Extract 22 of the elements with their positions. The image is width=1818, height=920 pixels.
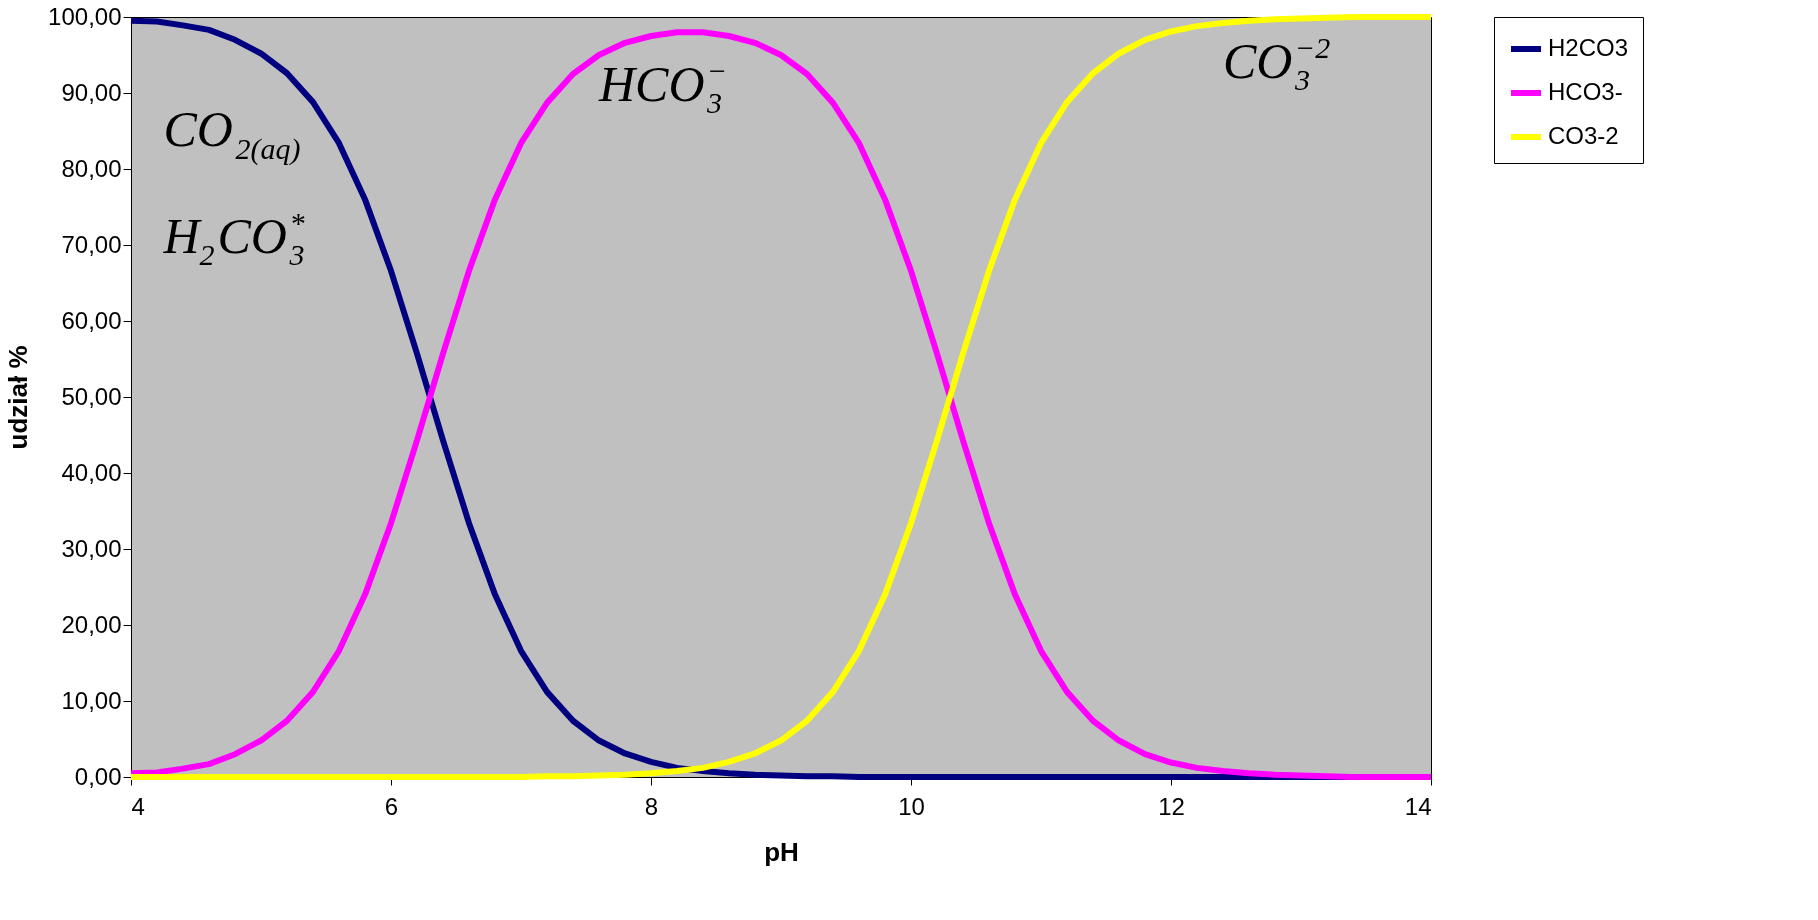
y-tick-label: 0,00 [74,762,122,790]
y-tick-label: 80,00 [61,154,122,182]
y-tick-label: 10,00 [61,686,122,714]
x-tick-label: 14 [1404,792,1432,820]
legend-label: HCO3- [1548,78,1623,105]
x-tick-label: 8 [644,792,659,820]
legend-label: CO3-2 [1548,122,1619,149]
y-tick-label: 40,00 [61,458,122,486]
x-tick-label: 10 [898,792,925,820]
y-tick-label: 30,00 [61,534,122,562]
y-tick-label: 50,00 [61,382,122,410]
x-axis-title: pH [764,836,799,867]
y-axis-title: udział % [3,345,34,450]
legend-label: H2CO3 [1548,34,1629,61]
y-tick-label: 70,00 [61,230,122,258]
x-tick-label: 6 [384,792,399,820]
y-tick-label: 20,00 [61,610,122,638]
x-tick-label: 4 [131,792,145,820]
y-tick-label: 90,00 [61,78,122,106]
x-tick-label: 12 [1158,792,1185,820]
y-tick-label: 100,00 [48,2,122,30]
y-tick-label: 60,00 [61,306,122,334]
